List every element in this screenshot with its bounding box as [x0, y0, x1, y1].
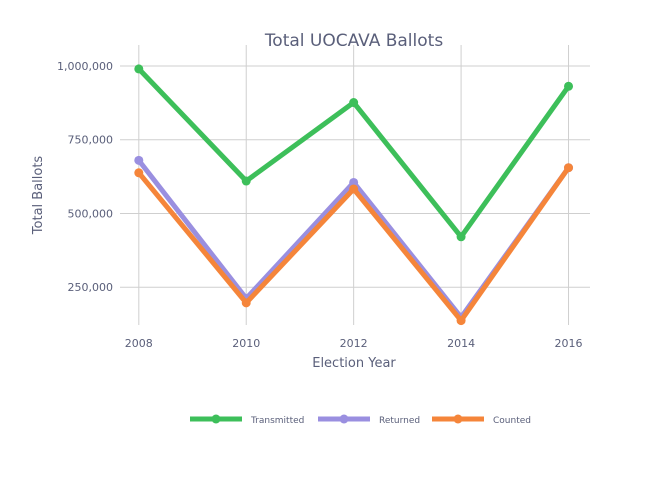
- data-point-transmitted: [456, 232, 466, 242]
- y-tick-label: 250,000: [68, 281, 114, 294]
- chart-title: Total UOCAVA Ballots: [264, 31, 444, 51]
- data-point-counted: [564, 163, 574, 173]
- legend-label: Returned: [379, 416, 420, 426]
- x-tick-label: 2010: [232, 337, 260, 350]
- data-point-returned: [134, 155, 144, 165]
- x-tick-label: 2016: [555, 337, 583, 350]
- legend-marker: [339, 414, 349, 424]
- y-tick-label: 1,000,000: [57, 60, 113, 73]
- legend-label: Transmitted: [250, 416, 304, 426]
- legend-marker: [453, 414, 463, 424]
- data-point-returned: [349, 177, 359, 187]
- data-point-counted: [349, 184, 359, 194]
- x-axis-label: Election Year: [312, 356, 396, 371]
- x-tick-label: 2012: [340, 337, 368, 350]
- legend-item-returned: Returned: [318, 414, 420, 426]
- data-point-counted: [134, 168, 144, 178]
- x-tick-label: 2008: [125, 337, 153, 350]
- data-point-counted: [456, 316, 466, 326]
- y-axis-label: Total Ballots: [31, 156, 46, 236]
- data-point-counted: [241, 298, 251, 308]
- legend-item-counted: Counted: [432, 414, 531, 426]
- legend-marker: [211, 414, 221, 424]
- legend-item-transmitted: Transmitted: [190, 414, 304, 426]
- y-tick-label: 500,000: [68, 207, 114, 220]
- legend-label: Counted: [493, 416, 531, 426]
- data-point-transmitted: [241, 176, 251, 186]
- data-point-transmitted: [564, 81, 574, 91]
- x-tick-label: 2014: [447, 337, 475, 350]
- y-tick-label: 750,000: [68, 134, 114, 147]
- data-point-transmitted: [349, 98, 359, 108]
- data-point-transmitted: [134, 64, 144, 74]
